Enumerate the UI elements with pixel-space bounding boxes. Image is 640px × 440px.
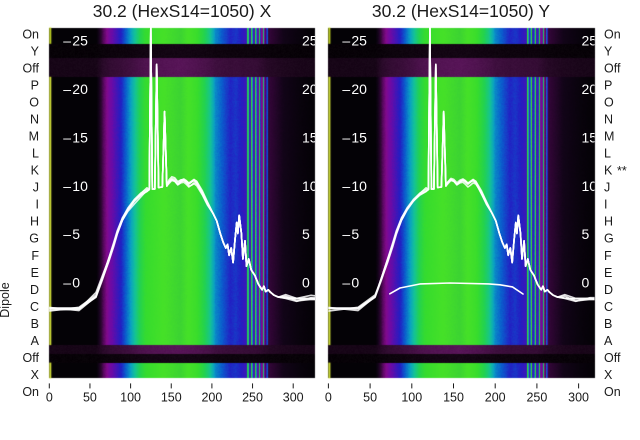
svg-text:–: –	[342, 226, 350, 242]
svg-text:20: 20	[582, 81, 598, 97]
svg-text:0: 0	[72, 275, 80, 291]
svg-text:P: P	[604, 78, 612, 92]
svg-text:–: –	[63, 226, 71, 242]
svg-text:J: J	[33, 181, 39, 195]
svg-text:5: 5	[72, 226, 80, 242]
svg-text:H: H	[30, 215, 39, 229]
svg-text:15: 15	[72, 129, 88, 145]
svg-text:F: F	[604, 249, 612, 263]
svg-text:Y: Y	[31, 44, 40, 58]
svg-text:25: 25	[351, 33, 367, 49]
svg-text:Dipole: Dipole	[0, 282, 12, 317]
svg-text:E: E	[604, 266, 612, 280]
svg-text:150: 150	[443, 390, 464, 404]
svg-text:5: 5	[582, 226, 590, 242]
svg-text:150: 150	[161, 390, 182, 404]
svg-text:On: On	[604, 385, 621, 399]
svg-text:300: 300	[568, 390, 589, 404]
svg-text:0: 0	[351, 275, 359, 291]
svg-text:M: M	[29, 130, 39, 144]
svg-text:20: 20	[302, 81, 318, 97]
svg-text:H: H	[604, 215, 613, 229]
svg-text:200: 200	[201, 390, 222, 404]
svg-text:10: 10	[582, 178, 598, 194]
svg-text:5: 5	[302, 226, 310, 242]
svg-text:G: G	[604, 232, 614, 246]
svg-text:A: A	[604, 334, 613, 348]
svg-text:L: L	[604, 147, 611, 161]
svg-text:250: 250	[526, 390, 547, 404]
svg-text:5: 5	[351, 226, 359, 242]
svg-text:J: J	[604, 181, 610, 195]
svg-text:0: 0	[325, 390, 332, 404]
svg-text:–: –	[342, 33, 350, 49]
svg-text:F: F	[31, 249, 39, 263]
svg-text:0: 0	[302, 275, 310, 291]
svg-text:25: 25	[72, 33, 88, 49]
svg-text:G: G	[29, 232, 39, 246]
svg-text:300: 300	[283, 390, 304, 404]
svg-text:–: –	[63, 275, 71, 291]
svg-text:15: 15	[351, 129, 367, 145]
svg-text:N: N	[604, 113, 613, 127]
svg-text:D: D	[30, 283, 39, 297]
svg-text:A: A	[31, 334, 40, 348]
svg-text:20: 20	[72, 81, 88, 97]
svg-text:N: N	[30, 113, 39, 127]
svg-text:On: On	[22, 27, 39, 41]
svg-text:10: 10	[302, 178, 318, 194]
svg-text:10: 10	[72, 178, 88, 194]
svg-text:O: O	[29, 96, 39, 110]
svg-text:–: –	[63, 178, 71, 194]
svg-text:O: O	[604, 96, 614, 110]
svg-text:0: 0	[46, 390, 53, 404]
svg-text:25: 25	[582, 33, 598, 49]
svg-text:K: K	[604, 164, 613, 178]
svg-text:I: I	[604, 198, 607, 212]
svg-text:E: E	[31, 266, 39, 280]
svg-text:On: On	[604, 27, 621, 41]
svg-text:30.2 (HexS14=1050) Y: 30.2 (HexS14=1050) Y	[372, 1, 551, 21]
svg-text:**: **	[617, 164, 627, 178]
svg-text:M: M	[604, 130, 614, 144]
svg-text:C: C	[604, 300, 613, 314]
svg-text:100: 100	[120, 390, 141, 404]
svg-text:P: P	[31, 78, 39, 92]
svg-text:L: L	[32, 147, 39, 161]
svg-text:On: On	[22, 385, 39, 399]
svg-text:25: 25	[302, 33, 318, 49]
svg-text:–: –	[342, 275, 350, 291]
svg-text:Off: Off	[604, 61, 621, 75]
svg-text:X: X	[31, 368, 40, 382]
svg-text:30.2 (HexS14=1050) X: 30.2 (HexS14=1050) X	[93, 1, 272, 21]
svg-text:250: 250	[242, 390, 263, 404]
svg-text:50: 50	[83, 390, 97, 404]
svg-text:–: –	[342, 129, 350, 145]
svg-text:10: 10	[351, 178, 367, 194]
svg-text:15: 15	[302, 129, 318, 145]
svg-text:20: 20	[351, 81, 367, 97]
svg-text:Off: Off	[23, 61, 40, 75]
svg-text:–: –	[63, 81, 71, 97]
svg-text:200: 200	[485, 390, 506, 404]
svg-text:–: –	[63, 33, 71, 49]
svg-text:Off: Off	[604, 351, 621, 365]
svg-text:D: D	[604, 283, 613, 297]
svg-text:–: –	[342, 178, 350, 194]
svg-text:15: 15	[582, 129, 598, 145]
svg-text:Y: Y	[604, 44, 613, 58]
svg-text:I: I	[36, 198, 39, 212]
svg-text:C: C	[30, 300, 39, 314]
svg-text:B: B	[604, 317, 612, 331]
svg-text:–: –	[63, 129, 71, 145]
svg-text:Off: Off	[23, 351, 40, 365]
svg-text:100: 100	[401, 390, 422, 404]
svg-text:X: X	[604, 368, 613, 382]
svg-text:50: 50	[363, 390, 377, 404]
svg-text:K: K	[31, 164, 40, 178]
svg-text:–: –	[342, 81, 350, 97]
svg-text:0: 0	[582, 275, 590, 291]
svg-text:B: B	[31, 317, 39, 331]
